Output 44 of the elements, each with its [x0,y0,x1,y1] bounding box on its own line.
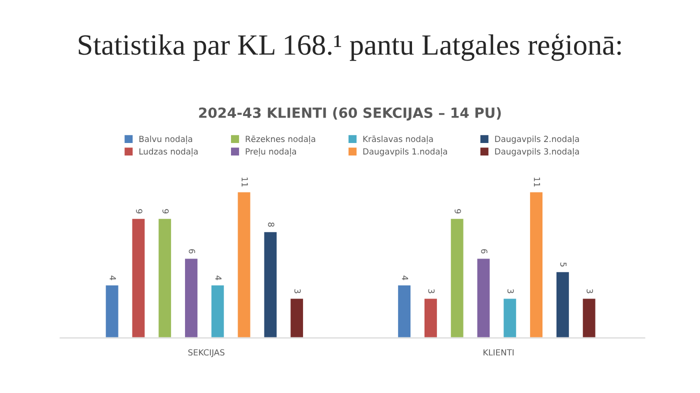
data-label: 8 [268,222,274,227]
legend-label: Daugavpils 1.nodaļa [363,148,447,156]
bar [157,217,172,338]
data-label: 3 [294,289,301,294]
data-label: 9 [136,209,142,214]
data-label: 11 [534,178,540,187]
data-label: 5 [560,262,566,267]
data-label: 6 [481,249,488,254]
data-label: 9 [454,209,461,214]
bar [449,217,465,338]
legend-label: Ludzas nodaļa [139,148,198,156]
bar [423,297,438,338]
chart-subtitle: 2024-43 KLIENTI (60 SEKCIJAS – 14 PU) [199,107,501,121]
bar [289,297,304,338]
bar [130,217,146,338]
bar [476,257,492,338]
data-label: 3 [428,289,435,294]
legend-label: Rēzeknes nodaļa [246,136,316,144]
bar [210,284,226,338]
data-label: 11 [242,178,248,187]
data-label: 4 [215,276,222,280]
legend-label: Preļu nodaļa [246,148,296,156]
bar [104,284,120,338]
data-label: 4 [110,276,116,280]
data-label: 3 [507,289,514,294]
legend-label: Balvu nodaļa [139,136,192,144]
bar [184,257,199,338]
bar [236,190,252,338]
legend-label: Daugavpils 3.nodaļa [495,148,579,156]
legend-label: Daugavpils 2.nodaļa [495,136,579,144]
bar [502,297,518,338]
bar [528,190,544,338]
data-label: 4 [402,276,408,280]
data-label: 9 [162,209,169,214]
bar [555,270,570,338]
chart-title: Statistika par KL 168.¹ pantu Latgales reģionā: [78,33,621,61]
bar [581,297,597,338]
data-label: 6 [188,249,196,254]
x-tick-label: KLIENTI [484,349,514,356]
legend-label: Krāslavas nodaļa [363,136,433,144]
bar [396,284,412,338]
x-tick-label: SEKCIJAS [188,349,224,358]
data-label: 3 [586,289,593,294]
bar [262,230,278,338]
